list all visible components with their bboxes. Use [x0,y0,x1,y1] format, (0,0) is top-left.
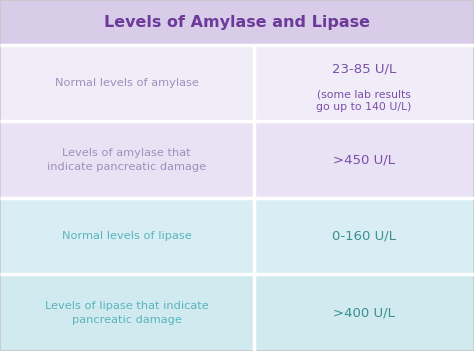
Bar [0,0,474,45]
Text: Levels of Amylase and Lipase: Levels of Amylase and Lipase [104,15,370,30]
Text: Normal levels of lipase: Normal levels of lipase [62,231,191,241]
Text: >450 U/L: >450 U/L [333,153,395,166]
Bar [0,45,474,121]
Text: Levels of lipase that indicate
pancreatic damage: Levels of lipase that indicate pancreati… [45,301,209,325]
Text: 23-85 U/L: 23-85 U/L [332,62,396,76]
Text: >400 U/L: >400 U/L [333,306,395,319]
Bar [0,121,474,198]
Bar [0,274,474,351]
Text: Normal levels of amylase: Normal levels of amylase [55,78,199,88]
Bar [0,198,474,274]
Text: 0-160 U/L: 0-160 U/L [332,230,396,243]
Text: Levels of amylase that
indicate pancreatic damage: Levels of amylase that indicate pancreat… [47,148,206,172]
Text: (some lab results
go up to 140 U/L): (some lab results go up to 140 U/L) [316,90,411,112]
